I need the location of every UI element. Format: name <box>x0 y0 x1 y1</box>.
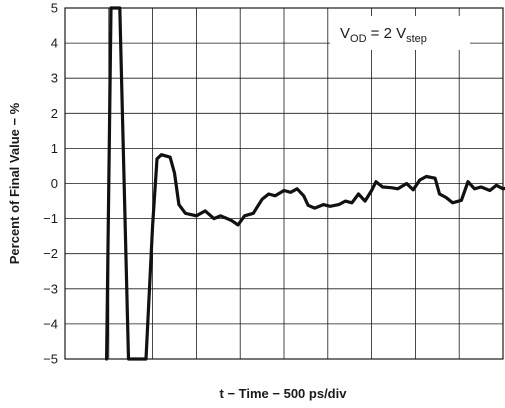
y-tick-label: −2 <box>43 246 58 261</box>
plot-frame <box>64 7 504 360</box>
y-tick-label: 5 <box>51 1 58 16</box>
annotation-background <box>330 16 470 50</box>
annotation-sub2: step <box>406 33 427 45</box>
annotation-sub1: OD <box>350 33 367 45</box>
y-tick-label: 4 <box>51 36 58 51</box>
annotation-text: VOD = 2 Vstep <box>340 25 427 45</box>
y-tick-label: −1 <box>43 211 58 226</box>
y-tick-label: 0 <box>51 176 58 191</box>
series-line <box>104 6 505 361</box>
series-group <box>104 6 505 361</box>
y-tick-label: 2 <box>51 106 58 121</box>
y-tick-label: −5 <box>43 352 58 367</box>
y-axis-label: Percent of Final Value − % <box>7 102 22 264</box>
annotation-main: V <box>340 25 350 42</box>
x-axis-label: t − Time − 500 ps/div <box>220 386 348 401</box>
y-tick-labels: 5 4 3 2 1 0 −1 −2 −3 −4 −5 <box>43 1 58 367</box>
annotation: VOD = 2 Vstep <box>330 16 470 50</box>
y-tick-label: 1 <box>51 141 58 156</box>
annotation-eq: = 2 V <box>367 25 407 42</box>
y-tick-label: −4 <box>43 316 58 331</box>
y-tick-label: 3 <box>51 71 58 86</box>
grid <box>65 8 503 359</box>
y-tick-label: −3 <box>43 281 58 296</box>
